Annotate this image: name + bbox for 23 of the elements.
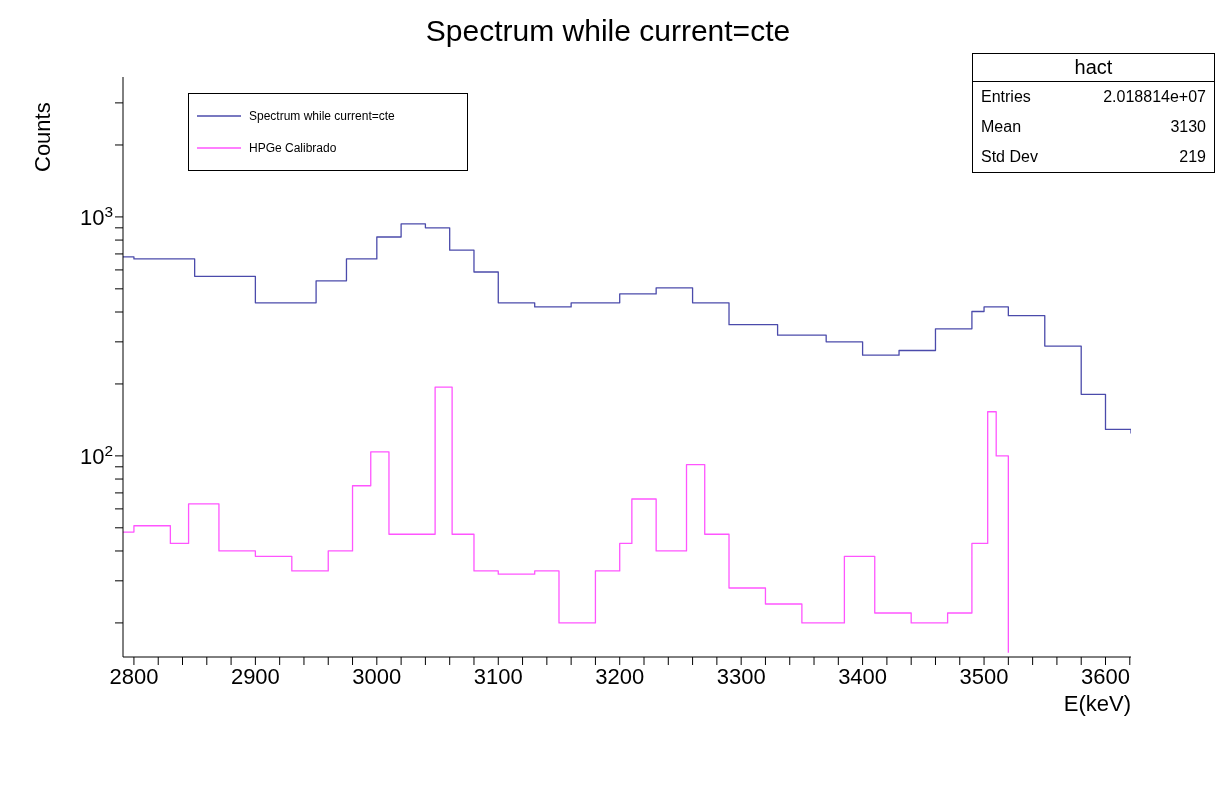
annotation: hact bbox=[973, 54, 1214, 82]
x-axis-title: E(keV) bbox=[1063, 691, 1131, 716]
text: 219 bbox=[1179, 148, 1206, 166]
chart-title: Spectrum while current=cte bbox=[424, 14, 792, 48]
x-tick-label: 3200 bbox=[595, 663, 645, 689]
x-tick-label: 3600 bbox=[1081, 663, 1130, 689]
legend-label: Spectrum while current=cte bbox=[249, 109, 395, 123]
x-tick-label: 3400 bbox=[838, 663, 888, 689]
annotation: Entries bbox=[981, 88, 1031, 106]
text: 3130 bbox=[1170, 118, 1206, 136]
y-tick-label: 10$^{3}$ bbox=[79, 202, 113, 230]
x-tick-label: 3300 bbox=[716, 663, 766, 689]
legend-label: HPGe Calibrado bbox=[249, 141, 337, 155]
y-axis-title: Counts bbox=[30, 102, 55, 172]
annotation: Mean bbox=[981, 118, 1022, 136]
x-tick-label: 2900 bbox=[230, 663, 280, 689]
x-tick-label: 3500 bbox=[959, 663, 1009, 689]
x-tick-label: 3100 bbox=[473, 663, 523, 689]
annotation: Std Dev bbox=[981, 148, 1038, 166]
x-tick-label: 2800 bbox=[109, 663, 159, 689]
annotation: 2.018814e+07 bbox=[1103, 88, 1206, 106]
x-tick-label: 3000 bbox=[352, 663, 402, 689]
y-tick-label: 10$^{2}$ bbox=[79, 441, 113, 469]
